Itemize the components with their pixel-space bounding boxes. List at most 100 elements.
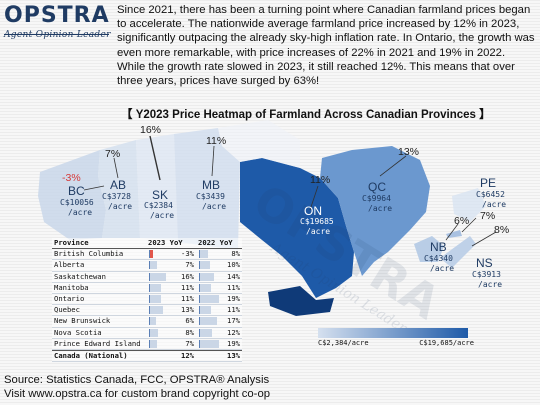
yoy-table: Province 2023 YoY 2022 YoY British Colum… (52, 238, 242, 363)
province-ns-shape (440, 236, 476, 268)
row-province-name: Quebec (54, 305, 80, 315)
bc-price: C$10056 (60, 198, 94, 207)
value-2023-yoy: 11% (181, 293, 194, 303)
value-2023-yoy: 13% (181, 305, 194, 315)
heatmap-legend: C$2,384/acre C$19,685/acre (318, 328, 474, 348)
sk-unit: /acre (150, 211, 175, 220)
bar-2023-yoy (149, 250, 153, 259)
bar-2023-yoy (149, 294, 161, 303)
mb-abbr: MB (202, 178, 220, 192)
intro-paragraph: Since 2021, there has been a turning poi… (117, 4, 535, 88)
legend-min: C$2,384/acre (318, 339, 369, 347)
table-header-row: Province 2023 YoY 2022 YoY (52, 238, 242, 250)
province-ab-shape (98, 140, 140, 238)
col-province: Province (54, 238, 89, 247)
row-province-name: British Columbia (54, 249, 124, 259)
callout-line-ab (113, 157, 119, 179)
value-2022-yoy: 14% (227, 271, 240, 281)
col-2022-yoy: 2022 YoY (198, 238, 233, 247)
map-title: 【 Y2023 Price Heatmap of Farmland Across… (121, 109, 491, 121)
bc-abbr: BC (68, 184, 85, 198)
callout-line-qc (379, 155, 407, 177)
table-row: British Columbia -3% 8% (52, 249, 242, 261)
row-province-name: Nova Scotia (54, 327, 102, 337)
bar-2022-yoy (199, 283, 211, 292)
callout-line-ns (471, 231, 497, 247)
nb-unit: /acre (430, 264, 455, 273)
bar-2022-yoy (199, 294, 219, 303)
bar-2022-yoy (199, 339, 219, 348)
great-lakes (268, 286, 334, 316)
pe-price: C$6452 (476, 190, 505, 199)
callout-line-on (309, 185, 319, 211)
bar-2022-yoy (199, 250, 208, 259)
table-row: Ontario 11% 19% (52, 293, 242, 306)
province-mb-shape (174, 128, 240, 250)
row-province-name: Alberta (54, 260, 85, 270)
value-2023-yoy: 16% (181, 271, 194, 281)
nb-yoy: 6% (454, 215, 470, 227)
qc-unit: /acre (368, 204, 393, 213)
value-2022-yoy: 8% (231, 249, 240, 259)
ns-unit: /acre (478, 280, 503, 289)
value-2022-yoy: 11% (227, 282, 240, 292)
table-row: Saskatchewan 16% 14% (52, 272, 242, 283)
bar-2022-yoy (199, 328, 212, 337)
ns-abbr: NS (476, 256, 493, 270)
province-sk-shape (136, 134, 178, 240)
province-qc-shape (320, 146, 430, 276)
value-2022-yoy: 17% (227, 316, 240, 326)
callout-line-bc (83, 185, 105, 191)
logo-divider (4, 34, 109, 35)
sk-yoy: 16% (140, 124, 162, 136)
logo-tagline: Agent Opinion Leader (4, 30, 111, 40)
value-2022-yoy: 19% (227, 293, 240, 303)
row-province-name: Manitoba (54, 282, 89, 292)
table-row: Manitoba 11% 11% (52, 283, 242, 294)
row-province-name: Saskatchewan (54, 271, 106, 281)
nb-price: C$4340 (424, 254, 453, 263)
ns-price: C$3913 (472, 270, 501, 279)
province-pe-shape (446, 230, 462, 238)
qc-price: C$9964 (362, 194, 391, 203)
row-province-name: Ontario (54, 293, 85, 303)
bar-2022-yoy (199, 272, 214, 281)
visit-text: Visit www.opstra.ca for custom brand cop… (4, 387, 271, 400)
nb-abbr: NB (430, 240, 447, 254)
ab-yoy: 7% (105, 148, 121, 160)
hudson-bay (218, 120, 300, 168)
bar-2023-yoy (149, 261, 157, 270)
pe-abbr: PE (480, 176, 497, 190)
value-2023-yoy: 11% (181, 282, 194, 292)
table-row: Nova Scotia 8% 12% (52, 328, 242, 339)
mb-yoy: 11% (206, 135, 227, 147)
province-bc-shape (38, 150, 106, 240)
value-2023-yoy: 7% (185, 338, 194, 348)
pe-unit: /acre (482, 200, 507, 209)
value-2023-yoy: 8% (185, 327, 194, 337)
bar-2023-yoy (149, 283, 161, 292)
sk-abbr: SK (152, 188, 169, 202)
bar-2022-yoy (199, 317, 217, 326)
value-2023-yoy: 6% (185, 316, 194, 326)
mb-unit: /acre (202, 202, 227, 211)
legend-gradient (318, 328, 468, 338)
bar-2023-yoy (149, 328, 158, 337)
on-yoy: 11% (310, 174, 331, 186)
logo-name: OPSTRA (4, 3, 110, 28)
ab-unit: /acre (108, 202, 133, 211)
province-nb-shape (414, 236, 444, 262)
province-nl-shape (452, 188, 486, 222)
qc-abbr: QC (368, 180, 386, 194)
bc-unit: /acre (68, 208, 93, 217)
row-province-name: Prince Edward Island (54, 338, 141, 348)
table-row: Prince Edward Island 7% 19% (52, 339, 242, 350)
table-row: Quebec 13% 11% (52, 305, 242, 317)
value-2022-yoy: 11% (227, 305, 240, 315)
total-2023: 12% (181, 350, 194, 360)
total-name: Canada (National) (54, 350, 128, 360)
col-2023-yoy: 2023 YoY (148, 238, 183, 247)
callout-line-mb (211, 145, 215, 177)
value-2022-yoy: 19% (227, 338, 240, 348)
